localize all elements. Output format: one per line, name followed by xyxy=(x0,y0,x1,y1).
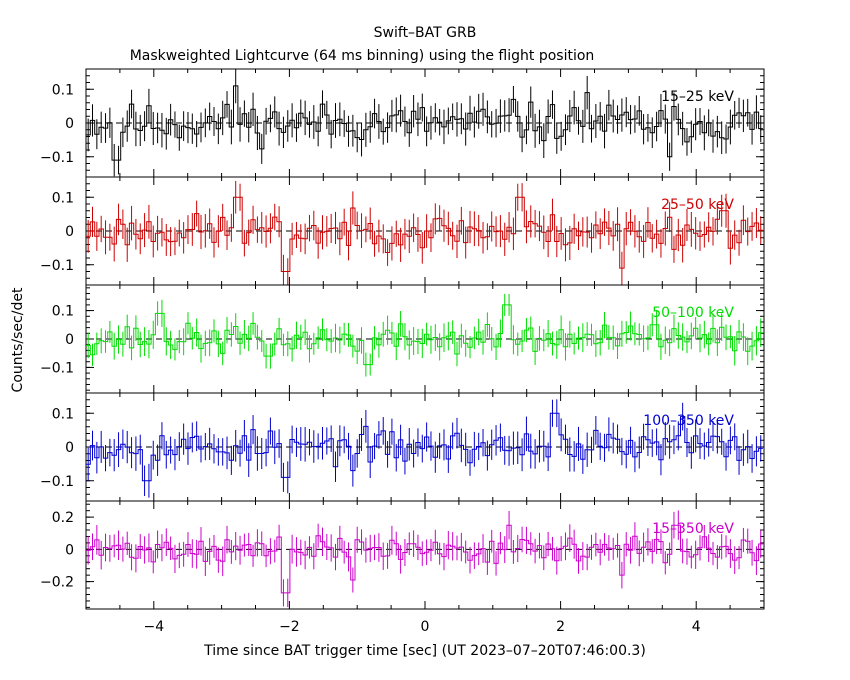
panel-4: −0.1 0 0.1 100–350 keV xyxy=(40,392,765,502)
lightcurve-line xyxy=(86,196,763,272)
panel-1: −0.1 0 0.1 15–25 keV xyxy=(40,68,765,178)
series-group xyxy=(86,293,763,377)
y-tick-label: 0.1 xyxy=(52,304,74,320)
series-group xyxy=(86,510,763,608)
panels-group: −0.1 0 0.1 15–25 keV −0.1 0 0.1 25–50 keV −0.1 0 0… xyxy=(40,68,765,635)
y-tick-label: 0.1 xyxy=(52,82,74,98)
panel-5: −0.2 0 0.2 −4 −2 0 2 4 15–350 keV xyxy=(40,500,765,635)
y-tick-label: 0 xyxy=(65,116,74,132)
lightcurve-line xyxy=(86,412,763,482)
x-tick-label: −4 xyxy=(143,619,164,635)
y-tick-label: −0.1 xyxy=(40,474,74,490)
series-group xyxy=(86,180,763,285)
y-tick-label: −0.1 xyxy=(40,150,74,166)
x-tick-label: −2 xyxy=(279,619,300,635)
y-tick-label: 0.1 xyxy=(52,406,74,422)
x-tick-label: 4 xyxy=(692,619,701,635)
series-group xyxy=(86,399,763,498)
x-tick-label: 2 xyxy=(556,619,565,635)
chart-subtitle: Maskweighted Lightcurve (64 ms binning) … xyxy=(130,48,595,64)
energy-band-label: 15–350 keV xyxy=(652,521,734,537)
y-tick-label: 0 xyxy=(65,542,74,558)
series-group xyxy=(86,69,763,177)
y-tick-label: −0.1 xyxy=(40,360,74,376)
y-tick-label: −0.1 xyxy=(40,258,74,274)
energy-band-label: 100–350 keV xyxy=(643,413,734,429)
y-tick-label: 0 xyxy=(65,332,74,348)
x-tick-label: 0 xyxy=(421,619,430,635)
panel-3: −0.1 0 0.1 50–100 keV xyxy=(40,284,765,394)
y-tick-label: 0.1 xyxy=(52,190,74,206)
lightcurve-line xyxy=(86,85,763,161)
y-axis-label: Counts/sec/det xyxy=(10,287,26,392)
energy-band-label: 15–25 keV xyxy=(661,89,734,105)
lightcurve-line xyxy=(86,524,763,594)
energy-band-label: 25–50 keV xyxy=(661,197,734,213)
y-tick-label: −0.2 xyxy=(40,575,74,591)
y-tick-label: 0.2 xyxy=(52,510,74,526)
y-tick-label: 0 xyxy=(65,224,74,240)
chart-title: Swift–BAT GRB xyxy=(374,25,477,41)
panel-2: −0.1 0 0.1 25–50 keV xyxy=(40,176,765,286)
energy-band-label: 50–100 keV xyxy=(652,305,734,321)
x-axis-label: Time since BAT trigger time [sec] (UT 20… xyxy=(203,643,646,659)
lightcurve-line xyxy=(86,304,763,366)
y-tick-label: 0 xyxy=(65,440,74,456)
